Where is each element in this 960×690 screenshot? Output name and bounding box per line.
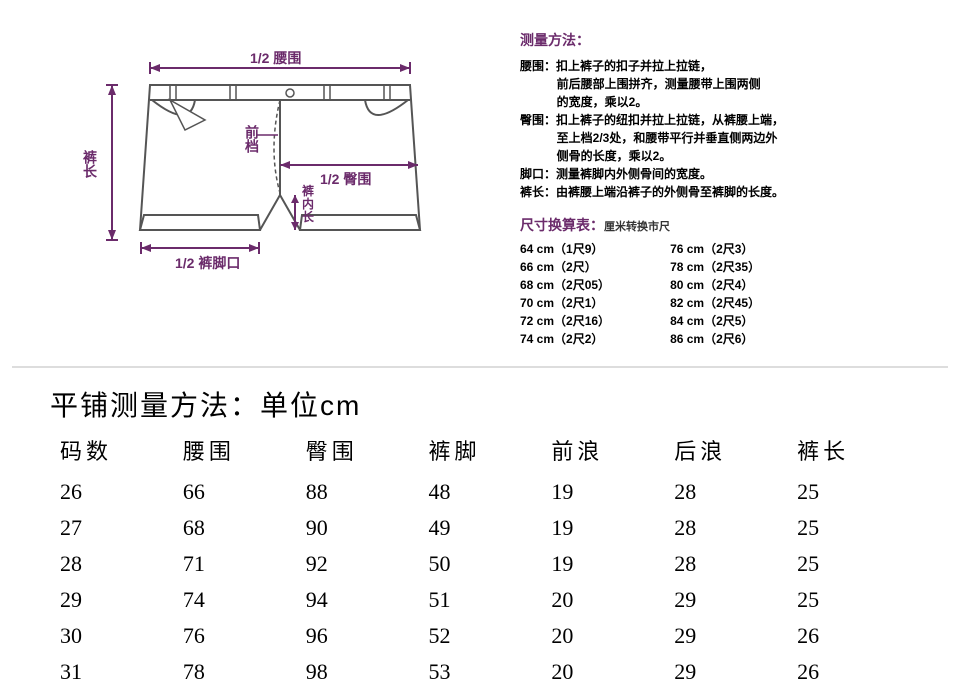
col-header: 裤脚 [419,434,542,474]
measure-line: 裤长：由裤腰上端沿裤子的外侧骨至裤脚的长度。 [520,183,940,201]
conv-item: 86 cm（2尺6） [670,330,760,348]
col-header: 臀围 [296,434,419,474]
table-cell: 28 [664,510,787,546]
table-cell: 29 [664,618,787,654]
table-cell: 31 [50,654,173,690]
conversion-col-right: 76 cm（2尺3） 78 cm（2尺35） 80 cm（2尺4） 82 cm（… [670,240,760,348]
conv-item: 72 cm（2尺16） [520,312,610,330]
table-cell: 29 [50,582,173,618]
measure-method-title: 测量方法： [520,30,940,51]
table-cell: 92 [296,546,419,582]
label-waist-half: 1/2 腰围 [250,48,301,68]
table-row: 31789853202926 [50,654,910,690]
conv-item: 70 cm（2尺1） [520,294,610,312]
info-area: 测量方法： 腰围：扣上裤子的扣子并拉上拉链， 前后腰部上围拼齐，测量腰带上围两侧… [500,30,940,348]
table-cell: 66 [173,474,296,510]
table-cell: 68 [173,510,296,546]
table-cell: 26 [787,618,910,654]
measure-method-lines: 腰围：扣上裤子的扣子并拉上拉链， 前后腰部上围拼齐，测量腰带上围两侧 的宽度，乘… [520,57,940,201]
conv-item: 76 cm（2尺3） [670,240,760,258]
table-cell: 29 [664,654,787,690]
col-header: 后浪 [664,434,787,474]
table-cell: 50 [419,546,542,582]
col-header: 前浪 [541,434,664,474]
measure-line: 的宽度，乘以2。 [520,93,940,111]
measure-line: 前后腰部上围拼齐，测量腰带上围两侧 [520,75,940,93]
table-header-row: 码数 腰围 臀围 裤脚 前浪 后浪 裤长 [50,434,910,474]
conv-item: 82 cm（2尺45） [670,294,760,312]
table-cell: 53 [419,654,542,690]
table-cell: 78 [173,654,296,690]
table-cell: 25 [787,474,910,510]
conv-item: 64 cm（1尺9） [520,240,610,258]
table-cell: 48 [419,474,542,510]
size-table: 码数 腰围 臀围 裤脚 前浪 后浪 裤长 2666884819282527689… [0,434,960,690]
conv-item: 66 cm（2尺） [520,258,610,276]
conv-item: 68 cm（2尺05） [520,276,610,294]
measure-line: 至上档2/3处，和腰带平行并垂直侧两边外 [520,129,940,147]
table-cell: 90 [296,510,419,546]
label-inseam: 裤内长 [302,185,314,225]
table-cell: 20 [541,618,664,654]
table-cell: 28 [664,546,787,582]
table-cell: 88 [296,474,419,510]
table-cell: 94 [296,582,419,618]
col-header: 码数 [50,434,173,474]
conv-item: 78 cm（2尺35） [670,258,760,276]
table-cell: 19 [541,510,664,546]
conversion-col-left: 64 cm（1尺9） 66 cm（2尺） 68 cm（2尺05） 70 cm（2… [520,240,610,348]
divider [12,366,948,368]
table-cell: 28 [50,546,173,582]
label-leg-half: 1/2 裤脚口 [175,253,240,273]
table-cell: 28 [664,474,787,510]
table-cell: 29 [664,582,787,618]
col-header: 腰围 [173,434,296,474]
col-header: 裤长 [787,434,910,474]
table-cell: 49 [419,510,542,546]
conversion-columns: 64 cm（1尺9） 66 cm（2尺） 68 cm（2尺05） 70 cm（2… [520,240,940,348]
table-cell: 20 [541,582,664,618]
label-length: 裤长 [80,150,100,178]
table-cell: 52 [419,618,542,654]
conv-item: 84 cm（2尺5） [670,312,760,330]
table-cell: 27 [50,510,173,546]
table-cell: 25 [787,510,910,546]
table-cell: 19 [541,474,664,510]
label-hip-half: 1/2 臀围 [320,169,371,189]
table-row: 29749451202925 [50,582,910,618]
table-cell: 98 [296,654,419,690]
measure-line: 脚口：测量裤脚内外侧骨间的宽度。 [520,165,940,183]
conv-item: 80 cm（2尺4） [670,276,760,294]
table-cell: 26 [787,654,910,690]
measure-line: 侧骨的长度，乘以2。 [520,147,940,165]
table-cell: 74 [173,582,296,618]
table-cell: 51 [419,582,542,618]
table-cell: 30 [50,618,173,654]
measure-line: 臀围：扣上裤子的纽扣并拉上拉链，从裤腰上端， [520,111,940,129]
shorts-diagram: 1/2 腰围 裤长 前档 1/2 臀围 裤内长 1/2 裤脚口 [20,30,500,270]
table-row: 27689049192825 [50,510,910,546]
table-row: 28719250192825 [50,546,910,582]
table-row: 30769652202926 [50,618,910,654]
label-front-rise: 前档 [242,125,262,153]
conversion-title: 尺寸换算表：厘米转换市尺 [520,215,940,236]
table-cell: 26 [50,474,173,510]
table-cell: 25 [787,546,910,582]
table-cell: 71 [173,546,296,582]
table-cell: 76 [173,618,296,654]
table-cell: 96 [296,618,419,654]
table-row: 26668848192825 [50,474,910,510]
table-title: 平铺测量方法：单位cm [0,376,960,434]
table-cell: 19 [541,546,664,582]
table-cell: 20 [541,654,664,690]
table-cell: 25 [787,582,910,618]
measure-line: 腰围：扣上裤子的扣子并拉上拉链， [520,57,940,75]
conv-item: 74 cm（2尺2） [520,330,610,348]
